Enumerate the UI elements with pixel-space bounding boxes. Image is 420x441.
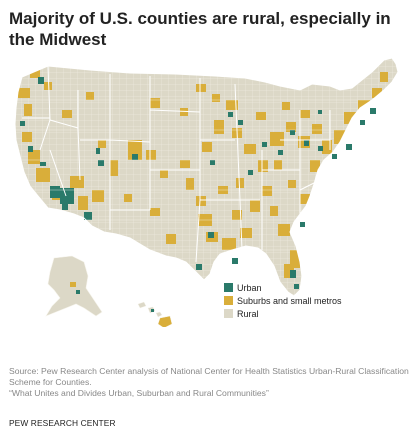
us-county-map (14, 57, 399, 327)
county-borders (15, 99, 398, 251)
map-legend: Urban Suburbs and small metros Rural (224, 281, 342, 320)
map-title: Majority of U.S. counties are rural, esp… (9, 9, 391, 49)
legend-swatch-urban (224, 283, 233, 292)
legend-item-suburban: Suburbs and small metros (224, 294, 342, 307)
urban-counties (20, 77, 376, 289)
organization-credit: PEW RESEARCH CENTER (9, 418, 116, 428)
alaska (45, 255, 103, 317)
legend-swatch-suburban (224, 296, 233, 305)
legend-label: Urban (237, 282, 262, 293)
legend-item-rural: Rural (224, 307, 342, 320)
legend-swatch-rural (224, 309, 233, 318)
legend-label: Rural (237, 308, 259, 319)
state-borders (22, 65, 331, 263)
source-note: Source: Pew Research Center analysis of … (9, 366, 409, 387)
legend-item-urban: Urban (224, 281, 342, 294)
report-title-note: “What Unites and Divides Urban, Suburban… (9, 388, 269, 398)
legend-label: Suburbs and small metros (237, 295, 342, 306)
hawaii (137, 301, 173, 327)
